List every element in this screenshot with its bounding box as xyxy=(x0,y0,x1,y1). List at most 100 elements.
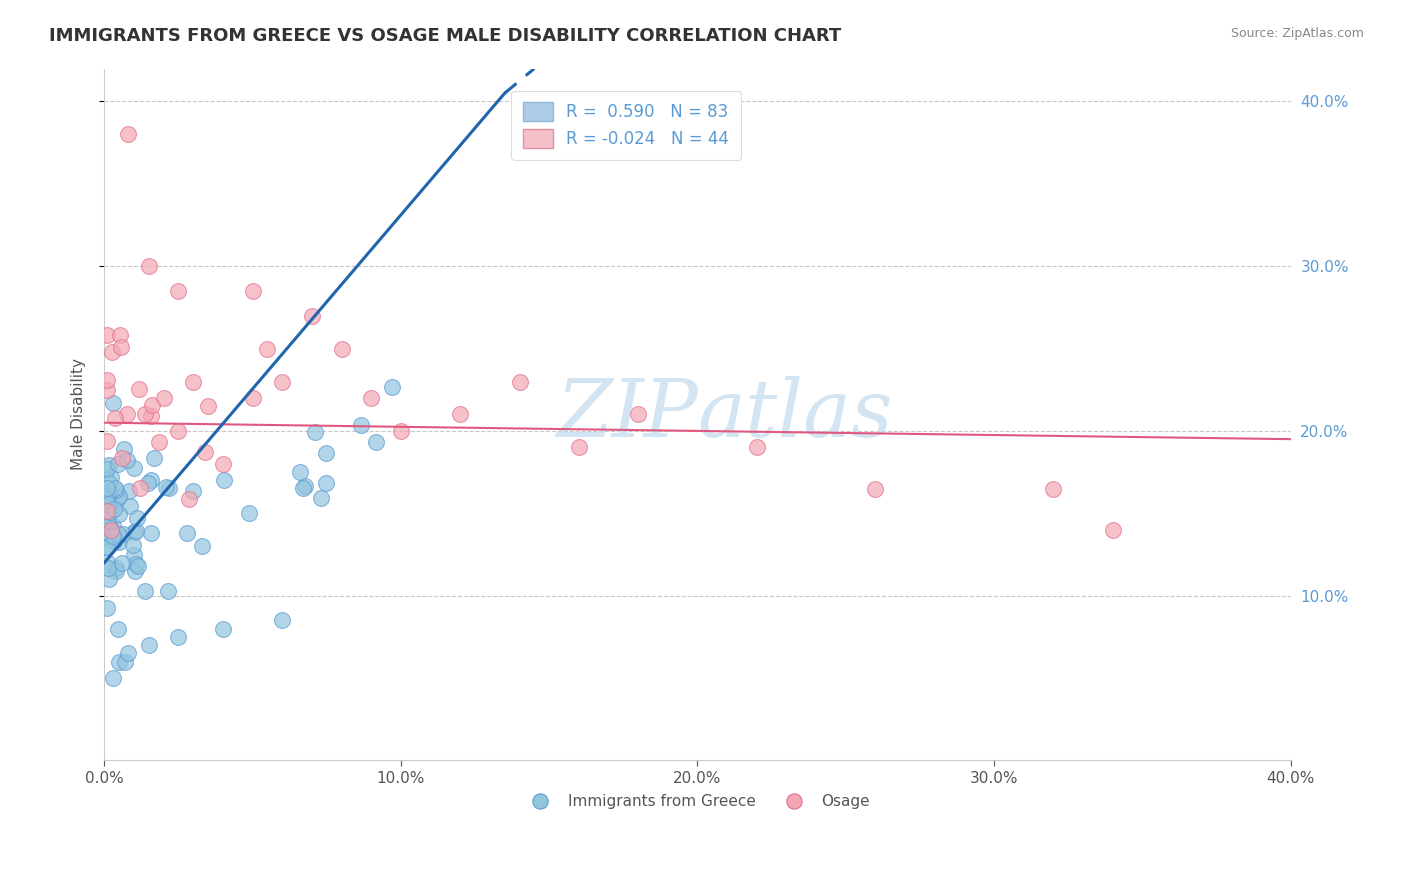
Point xyxy=(108,327,131,342)
Point xyxy=(315,476,337,491)
Point xyxy=(167,424,190,438)
Text: IMMIGRANTS FROM GREECE VS OSAGE MALE DISABILITY CORRELATION CHART: IMMIGRANTS FROM GREECE VS OSAGE MALE DIS… xyxy=(49,27,841,45)
Point xyxy=(155,480,177,494)
Point xyxy=(177,492,200,507)
Point xyxy=(148,434,170,449)
Point xyxy=(97,572,120,586)
Point xyxy=(350,417,373,432)
Point xyxy=(111,527,134,541)
Point xyxy=(111,556,134,570)
Point xyxy=(104,411,127,425)
Point xyxy=(96,503,118,517)
Point xyxy=(97,458,120,473)
Point xyxy=(104,483,127,497)
Point xyxy=(108,535,131,549)
Point xyxy=(1101,523,1123,537)
Point xyxy=(212,473,235,487)
Point xyxy=(304,425,326,439)
Point xyxy=(197,399,219,413)
Point xyxy=(124,461,146,475)
Point xyxy=(96,487,118,501)
Point xyxy=(138,259,160,273)
Point xyxy=(100,523,122,537)
Point xyxy=(107,491,129,506)
Point xyxy=(627,408,650,422)
Point xyxy=(134,407,156,421)
Point xyxy=(107,526,129,541)
Point xyxy=(96,555,118,569)
Point xyxy=(291,482,314,496)
Point xyxy=(167,630,190,644)
Point xyxy=(124,558,146,572)
Point xyxy=(107,457,129,471)
Point xyxy=(96,434,118,448)
Point xyxy=(568,441,591,455)
Point xyxy=(128,382,150,396)
Point xyxy=(125,510,148,524)
Point xyxy=(117,646,139,660)
Point xyxy=(364,435,387,450)
Point xyxy=(271,613,294,627)
Point xyxy=(167,284,190,298)
Point xyxy=(98,475,121,490)
Point xyxy=(104,481,127,495)
Point xyxy=(745,441,768,455)
Point xyxy=(100,470,122,484)
Point xyxy=(117,128,139,142)
Point xyxy=(96,491,118,506)
Point xyxy=(124,564,146,578)
Point xyxy=(176,526,198,541)
Point xyxy=(101,529,124,543)
Point xyxy=(103,671,125,685)
Point xyxy=(1042,482,1064,496)
Point xyxy=(128,481,150,495)
Point xyxy=(107,489,129,503)
Point xyxy=(107,507,129,521)
Point xyxy=(389,424,412,438)
Point xyxy=(141,398,163,412)
Point xyxy=(381,380,404,394)
Point xyxy=(508,375,530,389)
Point xyxy=(143,450,166,465)
Point xyxy=(96,462,118,476)
Point xyxy=(136,476,159,491)
Point xyxy=(194,445,217,459)
Point xyxy=(118,484,141,499)
Point xyxy=(191,539,214,553)
Point xyxy=(122,524,145,539)
Point xyxy=(120,499,142,513)
Point xyxy=(105,564,128,578)
Point xyxy=(105,560,128,574)
Point xyxy=(122,538,145,552)
Point xyxy=(122,548,145,562)
Point xyxy=(141,409,163,423)
Point xyxy=(125,524,148,538)
Point xyxy=(101,345,124,359)
Point xyxy=(181,375,204,389)
Point xyxy=(242,391,264,405)
Point xyxy=(96,481,118,495)
Point xyxy=(97,488,120,502)
Point xyxy=(96,373,118,387)
Point xyxy=(271,375,294,389)
Point xyxy=(96,384,118,398)
Point xyxy=(110,340,132,354)
Point xyxy=(181,483,204,498)
Point xyxy=(108,655,131,669)
Point xyxy=(360,391,382,405)
Point xyxy=(103,396,125,410)
Point xyxy=(315,445,337,459)
Point xyxy=(157,584,180,599)
Point xyxy=(238,506,260,520)
Point xyxy=(141,473,163,487)
Legend: Immigrants from Greece, Osage: Immigrants from Greece, Osage xyxy=(519,788,876,815)
Point xyxy=(103,502,125,516)
Point xyxy=(96,561,118,575)
Point xyxy=(309,491,332,505)
Point xyxy=(100,520,122,534)
Point xyxy=(96,540,118,554)
Point xyxy=(134,583,156,598)
Point xyxy=(101,518,124,533)
Point xyxy=(212,622,235,636)
Point xyxy=(115,407,138,421)
